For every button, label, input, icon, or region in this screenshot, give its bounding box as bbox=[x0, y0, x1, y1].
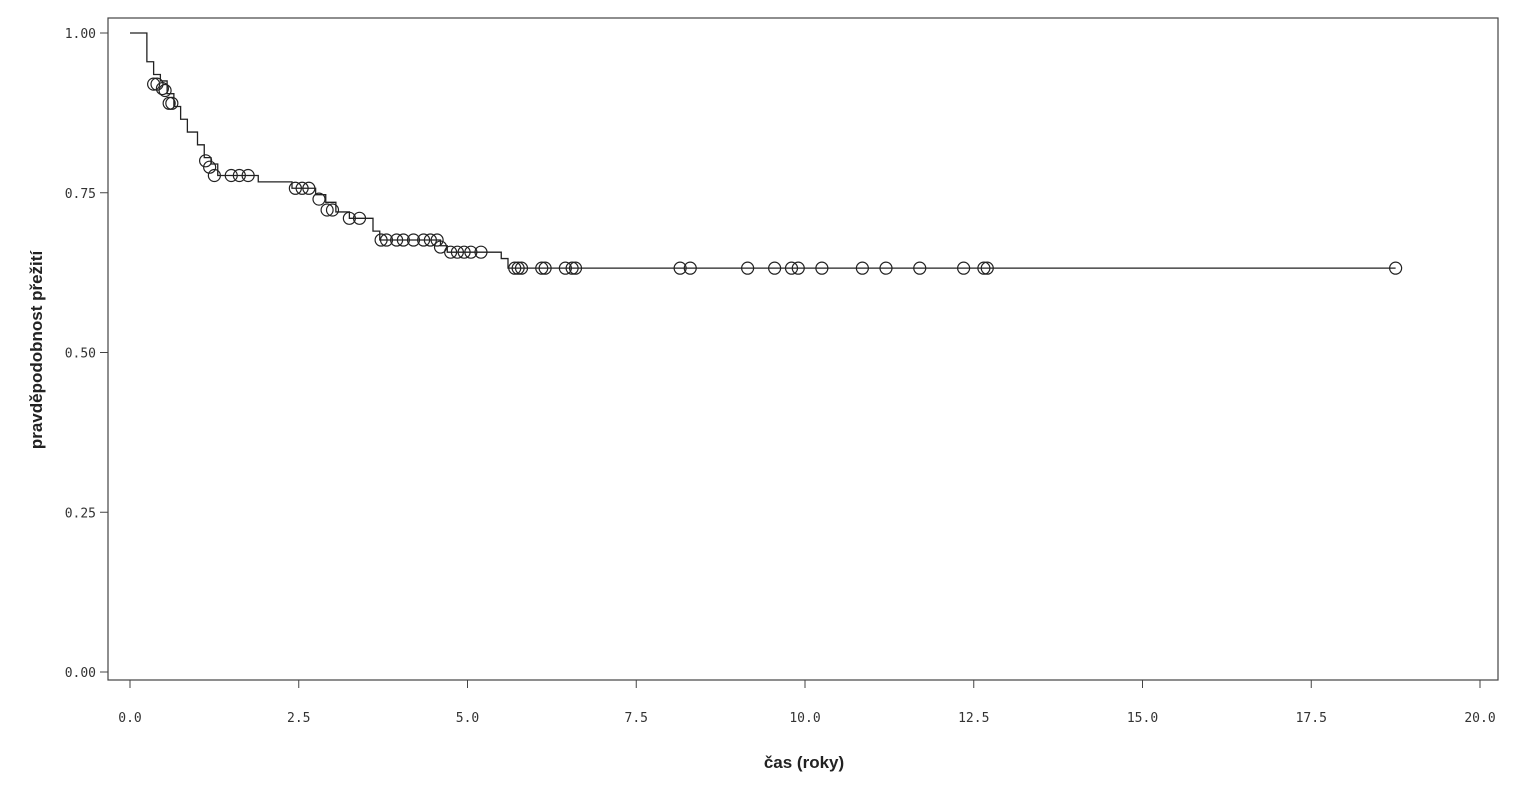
x-tick-label: 17.5 bbox=[1296, 711, 1327, 726]
censor-point bbox=[784, 261, 799, 275]
censor-point bbox=[508, 261, 522, 275]
censor-point bbox=[379, 233, 394, 247]
x-tick-label: 5.0 bbox=[456, 711, 479, 726]
censor-point bbox=[511, 261, 525, 275]
censor-marks bbox=[147, 77, 1403, 275]
censor-point bbox=[406, 233, 421, 247]
censor-point bbox=[374, 233, 388, 247]
censor-point bbox=[155, 81, 169, 96]
censor-point bbox=[203, 160, 217, 174]
x-tick-label: 0.0 bbox=[118, 711, 141, 726]
censor-point bbox=[288, 181, 302, 195]
censor-point bbox=[423, 233, 437, 247]
censor-point bbox=[396, 233, 410, 247]
censor-point bbox=[768, 261, 782, 275]
plot-area-frame bbox=[107, 17, 1499, 681]
censor-point bbox=[241, 168, 255, 183]
y-axis-title: pravděpodobnost přežití bbox=[27, 250, 46, 450]
censor-point bbox=[302, 181, 316, 195]
censor-point bbox=[464, 245, 478, 259]
censor-point bbox=[514, 261, 529, 275]
censor-point bbox=[683, 261, 697, 275]
censor-point bbox=[207, 168, 221, 183]
censor-point bbox=[568, 261, 583, 275]
y-tick-label: 0.00 bbox=[65, 666, 96, 681]
x-tick-label: 20.0 bbox=[1464, 711, 1495, 726]
censor-point bbox=[352, 211, 367, 225]
y-tick-label: 0.75 bbox=[65, 187, 96, 202]
censor-point bbox=[913, 261, 927, 275]
censor-point bbox=[457, 245, 471, 259]
censor-point bbox=[295, 181, 309, 195]
censor-point bbox=[417, 233, 431, 247]
censor-point bbox=[320, 203, 334, 217]
censor-point bbox=[673, 261, 687, 275]
x-axis-title: čas (roky) bbox=[764, 753, 844, 772]
x-tick-label: 10.0 bbox=[789, 711, 820, 726]
censor-point bbox=[165, 96, 179, 110]
censor-point bbox=[474, 245, 488, 259]
censor-point bbox=[444, 245, 458, 259]
censor-point bbox=[158, 83, 172, 98]
censor-point bbox=[430, 233, 444, 247]
censor-point bbox=[791, 261, 805, 275]
censor-point bbox=[538, 261, 552, 275]
x-tick-label: 15.0 bbox=[1127, 711, 1158, 726]
censor-point bbox=[325, 203, 340, 217]
censor-point bbox=[957, 261, 971, 275]
y-axis: 0.00 0.25 0.50 0.75 1.00 bbox=[65, 27, 108, 681]
x-tick-label: 12.5 bbox=[958, 711, 989, 726]
censor-point bbox=[535, 261, 549, 275]
censor-point bbox=[1389, 261, 1403, 275]
x-tick-label: 2.5 bbox=[287, 711, 310, 726]
x-tick-label: 7.5 bbox=[625, 711, 648, 726]
censor-point bbox=[980, 261, 994, 275]
censor-point bbox=[342, 211, 356, 225]
censor-point bbox=[558, 261, 572, 275]
censor-point bbox=[232, 168, 246, 183]
censor-point bbox=[977, 261, 991, 275]
censor-point bbox=[199, 154, 213, 168]
x-axis: 0.0 2.5 5.0 7.5 10.0 12.5 15.0 17.5 20.0 bbox=[118, 680, 1496, 726]
censor-point bbox=[741, 261, 755, 275]
censor-point bbox=[147, 77, 161, 91]
censor-point bbox=[879, 261, 893, 275]
censor-point bbox=[312, 192, 326, 206]
censor-point bbox=[390, 233, 404, 247]
y-tick-label: 0.25 bbox=[65, 506, 96, 521]
y-tick-label: 0.50 bbox=[65, 347, 96, 362]
censor-point bbox=[224, 168, 238, 183]
censor-point bbox=[815, 261, 829, 275]
y-tick-label: 1.00 bbox=[65, 27, 96, 42]
censor-point bbox=[450, 245, 464, 259]
censor-point bbox=[855, 261, 869, 275]
survival-curve-line bbox=[130, 32, 1396, 269]
censor-point bbox=[565, 261, 579, 275]
